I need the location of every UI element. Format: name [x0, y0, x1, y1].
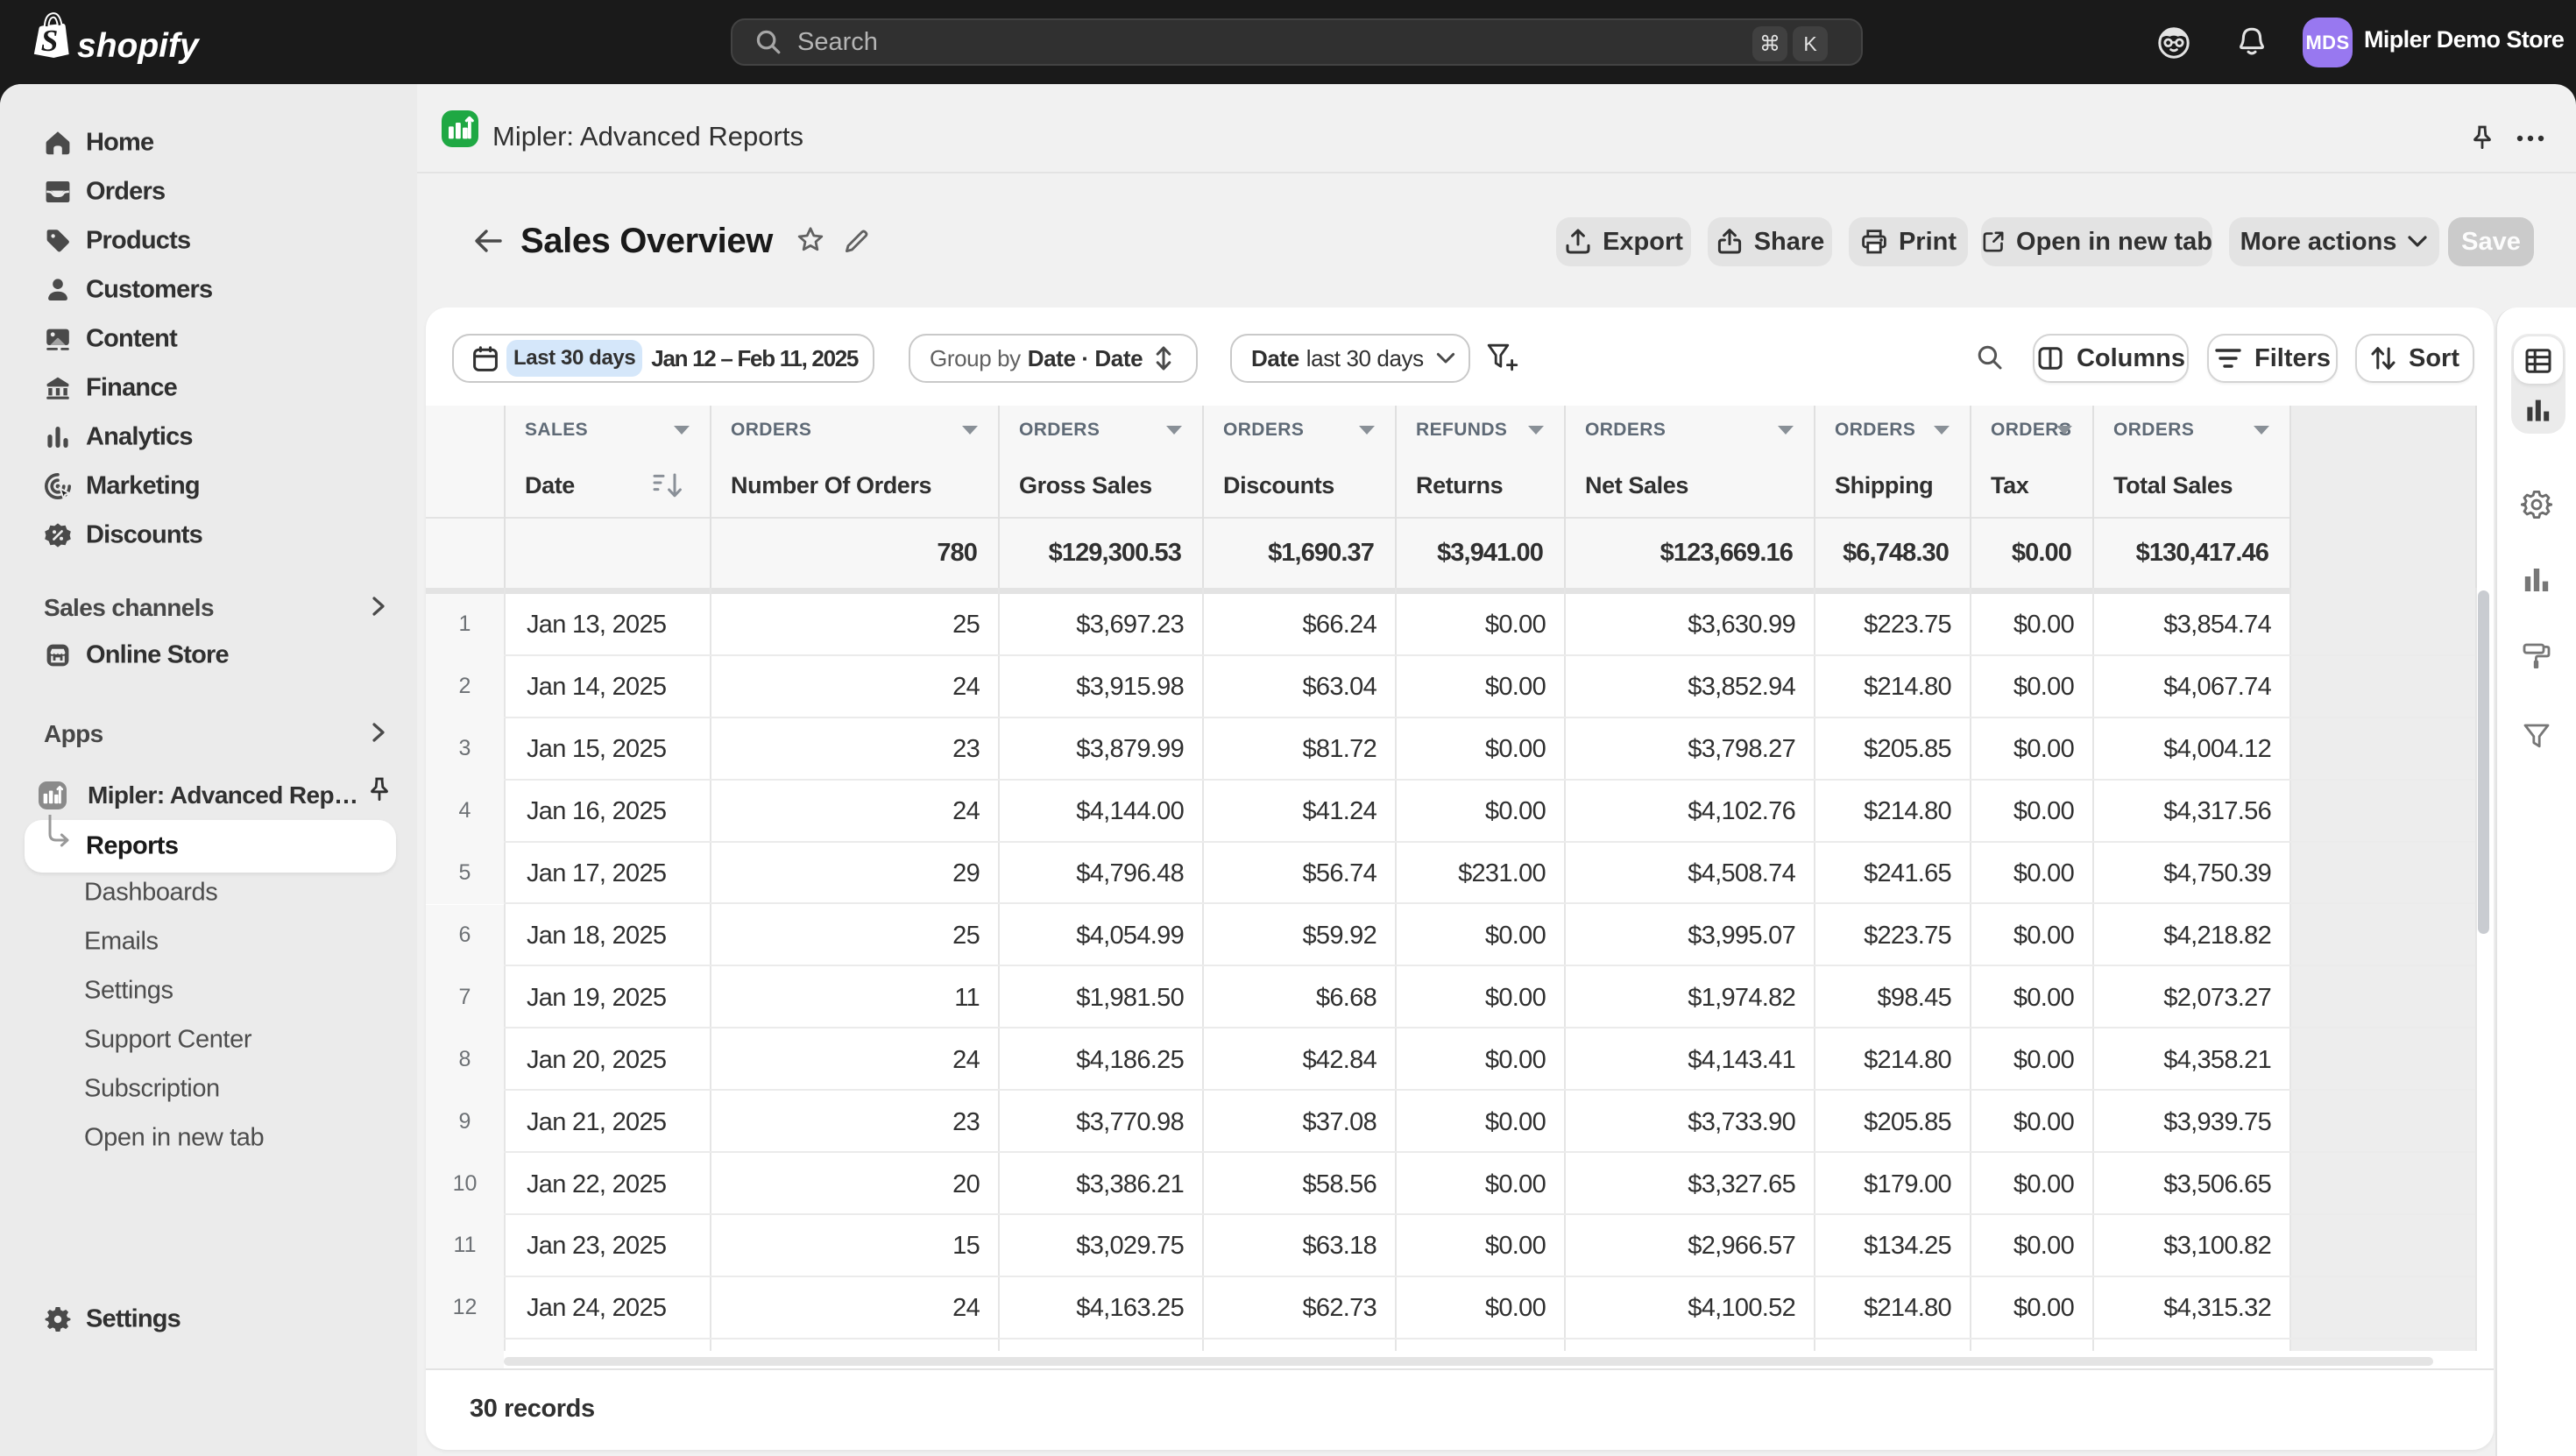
svg-text:S: S [41, 24, 59, 58]
svg-text:shopify: shopify [77, 27, 201, 65]
